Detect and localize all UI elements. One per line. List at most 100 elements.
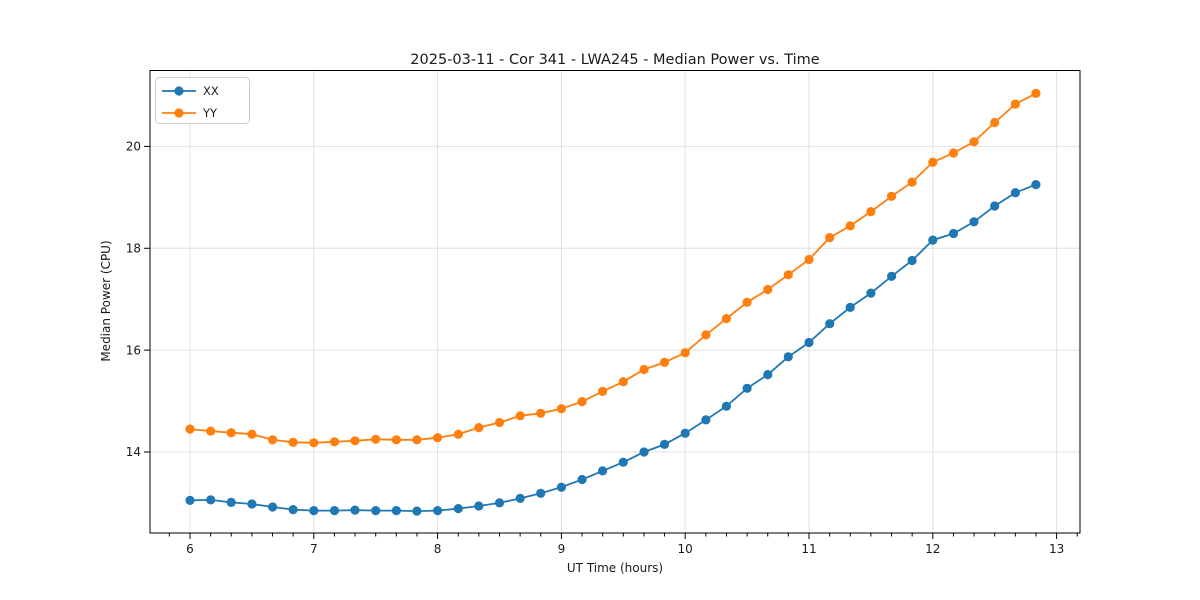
x-tick-label: 9 bbox=[558, 542, 566, 556]
data-point bbox=[721, 401, 732, 411]
data-point bbox=[515, 411, 525, 421]
data-point bbox=[185, 495, 195, 505]
x-tick-label: 7 bbox=[310, 542, 318, 556]
y-tick-label: 20 bbox=[126, 140, 141, 154]
y-tick-label: 16 bbox=[126, 343, 141, 357]
data-point bbox=[598, 386, 608, 396]
data-point bbox=[1031, 88, 1041, 98]
data-point bbox=[329, 506, 340, 516]
data-point bbox=[206, 495, 216, 505]
data-point bbox=[598, 466, 608, 476]
x-tick-label: 10 bbox=[678, 542, 693, 556]
data-point bbox=[247, 499, 257, 509]
data-point bbox=[556, 482, 567, 492]
data-point bbox=[845, 221, 855, 231]
data-point bbox=[990, 117, 1000, 128]
data-point bbox=[887, 271, 897, 281]
data-point bbox=[969, 137, 979, 147]
series-layer bbox=[185, 88, 1041, 516]
data-point bbox=[866, 288, 876, 298]
y-axis-label: Median Power (CPU) bbox=[99, 240, 113, 361]
x-tick-label: 13 bbox=[1049, 542, 1064, 556]
data-point bbox=[247, 429, 257, 439]
data-point bbox=[742, 297, 752, 307]
data-point bbox=[309, 506, 319, 516]
data-point bbox=[268, 435, 278, 445]
data-point bbox=[639, 364, 649, 375]
legend-marker-icon bbox=[174, 108, 184, 118]
legend-entry-YY: YY bbox=[162, 106, 218, 120]
legend-entry-XX: XX bbox=[162, 84, 219, 98]
data-point bbox=[536, 408, 546, 418]
data-point bbox=[948, 148, 959, 158]
data-point bbox=[350, 505, 360, 515]
data-point bbox=[515, 493, 525, 503]
data-point bbox=[288, 437, 298, 447]
data-point bbox=[226, 428, 236, 438]
data-point bbox=[783, 352, 793, 362]
data-point bbox=[742, 383, 752, 393]
data-point bbox=[928, 157, 938, 167]
data-point bbox=[701, 330, 711, 340]
legend-marker-icon bbox=[174, 86, 184, 96]
data-point bbox=[577, 397, 587, 407]
legend: XX YY bbox=[155, 77, 250, 124]
y-tick-label: 18 bbox=[126, 241, 141, 255]
data-point bbox=[680, 428, 690, 438]
legend-label: YY bbox=[202, 106, 218, 120]
data-point bbox=[391, 506, 401, 516]
x-tick-label: 6 bbox=[186, 542, 194, 556]
data-point bbox=[845, 302, 855, 312]
data-point bbox=[928, 235, 938, 245]
series-YY bbox=[185, 88, 1041, 448]
data-point bbox=[639, 447, 649, 457]
data-point bbox=[577, 474, 587, 485]
data-point bbox=[391, 435, 401, 445]
data-point bbox=[412, 506, 422, 516]
y-tick-label: 14 bbox=[126, 445, 141, 459]
data-point bbox=[206, 426, 216, 436]
grid-layer bbox=[150, 70, 1080, 533]
data-point bbox=[1031, 180, 1041, 190]
series-line-XX bbox=[189, 183, 1037, 513]
data-point bbox=[618, 457, 628, 467]
data-point bbox=[412, 435, 422, 445]
plot-border bbox=[149, 70, 1081, 534]
x-tick-label: 11 bbox=[801, 542, 816, 556]
data-point bbox=[185, 424, 195, 434]
tick-label-layer: 6 7 8 9 10 11 12 13 14 16 18 20 bbox=[126, 140, 1065, 556]
data-point bbox=[701, 415, 711, 425]
data-point bbox=[866, 207, 876, 217]
data-point bbox=[433, 506, 443, 516]
data-point bbox=[536, 488, 546, 498]
tick-layer bbox=[144, 145, 1078, 539]
data-point bbox=[680, 348, 690, 358]
data-point bbox=[371, 506, 381, 516]
data-point bbox=[433, 433, 443, 443]
data-point bbox=[825, 319, 835, 329]
data-point bbox=[825, 233, 835, 243]
data-point bbox=[268, 502, 278, 512]
data-point bbox=[990, 201, 1000, 211]
data-point bbox=[887, 191, 897, 201]
x-axis-label: UT Time (hours) bbox=[567, 561, 663, 575]
data-point bbox=[659, 357, 670, 367]
data-point bbox=[618, 377, 628, 387]
data-point bbox=[763, 284, 773, 295]
chart-title: 2025-03-11 - Cor 341 - LWA245 - Median P… bbox=[410, 52, 819, 68]
data-point bbox=[948, 228, 959, 239]
data-point bbox=[907, 255, 917, 266]
legend-label: XX bbox=[203, 84, 219, 98]
data-point bbox=[1010, 99, 1021, 109]
data-point bbox=[226, 497, 236, 507]
data-point bbox=[474, 423, 484, 433]
data-point bbox=[721, 314, 732, 324]
data-point bbox=[329, 437, 340, 447]
x-tick-label: 8 bbox=[434, 542, 442, 556]
data-point bbox=[1010, 188, 1021, 198]
data-point bbox=[783, 270, 793, 280]
data-point bbox=[371, 434, 381, 444]
data-point bbox=[659, 439, 670, 449]
